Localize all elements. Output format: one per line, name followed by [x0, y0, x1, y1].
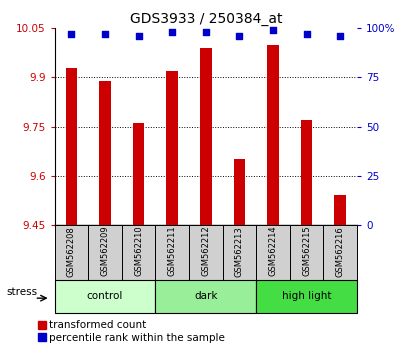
Bar — [66, 68, 77, 225]
Point — [202, 29, 209, 35]
Bar — [234, 159, 245, 225]
Text: stress: stress — [7, 287, 38, 297]
Text: GSM562208: GSM562208 — [67, 226, 76, 276]
Bar — [55, 225, 88, 280]
Point — [169, 29, 176, 35]
Bar — [133, 123, 144, 225]
Bar — [301, 120, 312, 225]
Bar — [223, 225, 256, 280]
Point — [236, 33, 243, 39]
Bar — [155, 280, 256, 313]
Bar — [334, 195, 346, 225]
Bar — [88, 225, 122, 280]
Text: GSM562213: GSM562213 — [235, 226, 244, 276]
Point — [102, 32, 108, 37]
Bar — [155, 225, 189, 280]
Text: GSM562209: GSM562209 — [100, 226, 110, 276]
Text: GSM562211: GSM562211 — [168, 226, 177, 276]
Bar — [256, 225, 290, 280]
Text: GSM562210: GSM562210 — [134, 226, 143, 276]
Point — [135, 33, 142, 39]
Bar — [200, 48, 212, 225]
Point — [68, 32, 75, 37]
Point — [303, 32, 310, 37]
Legend: transformed count, percentile rank within the sample: transformed count, percentile rank withi… — [34, 316, 229, 347]
Bar — [189, 225, 223, 280]
Point — [270, 28, 276, 33]
Bar — [99, 81, 111, 225]
Bar — [323, 225, 357, 280]
Title: GDS3933 / 250384_at: GDS3933 / 250384_at — [129, 12, 282, 26]
Bar — [166, 71, 178, 225]
Text: dark: dark — [194, 291, 218, 302]
Text: control: control — [87, 291, 123, 302]
Bar — [256, 280, 357, 313]
Text: high light: high light — [282, 291, 331, 302]
Bar — [290, 225, 323, 280]
Bar — [55, 280, 155, 313]
Bar — [122, 225, 155, 280]
Point — [337, 33, 344, 39]
Bar — [267, 45, 279, 225]
Text: GSM562214: GSM562214 — [268, 226, 278, 276]
Text: GSM562212: GSM562212 — [201, 226, 210, 276]
Text: GSM562215: GSM562215 — [302, 226, 311, 276]
Text: GSM562216: GSM562216 — [336, 226, 345, 276]
